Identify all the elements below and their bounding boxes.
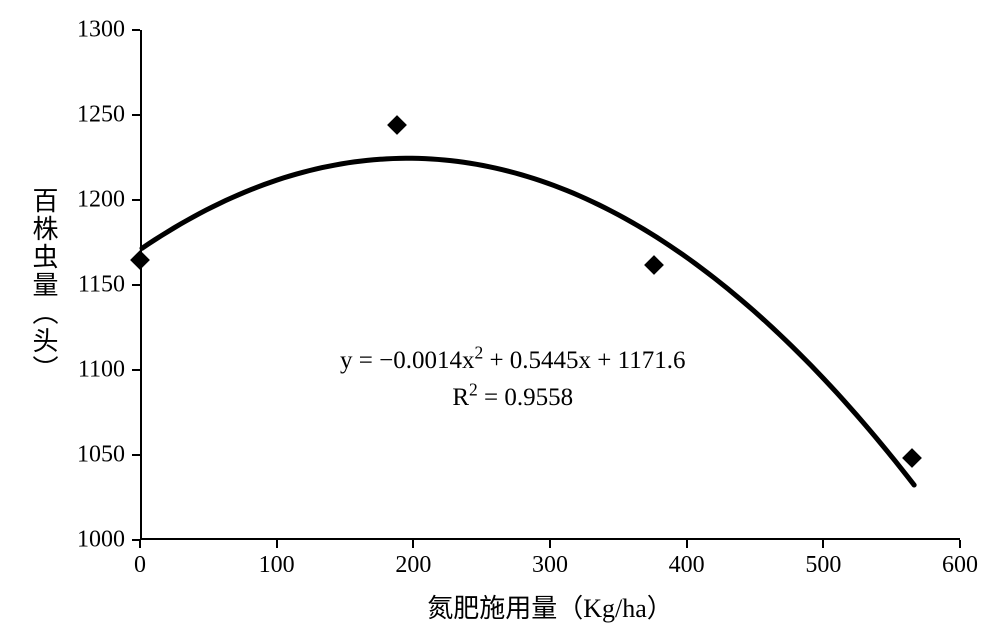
y-tick bbox=[132, 199, 140, 201]
x-tick bbox=[276, 540, 278, 548]
plot-area bbox=[140, 30, 960, 540]
eq-text-mid: + 0.5445x + 1171.6 bbox=[483, 347, 685, 374]
r2-prefix: R bbox=[452, 384, 469, 411]
y-tick-label: 1300 bbox=[60, 17, 125, 44]
y-tick bbox=[132, 114, 140, 116]
fit-curve-path bbox=[142, 158, 914, 485]
y-tick-label: 1000 bbox=[60, 527, 125, 554]
y-tick bbox=[132, 29, 140, 31]
x-tick bbox=[686, 540, 688, 548]
x-tick bbox=[139, 540, 141, 548]
r-squared-line: R2 = 0.9558 bbox=[340, 379, 685, 417]
x-tick bbox=[822, 540, 824, 548]
x-tick-label: 500 bbox=[805, 552, 841, 579]
x-tick bbox=[412, 540, 414, 548]
y-tick bbox=[132, 454, 140, 456]
y-tick-label: 1250 bbox=[60, 102, 125, 129]
eq-text-prefix: y = −0.0014x bbox=[340, 347, 474, 374]
r2-sup: 2 bbox=[469, 380, 478, 400]
y-tick-label: 1150 bbox=[60, 272, 125, 299]
x-tick-label: 0 bbox=[134, 552, 146, 579]
x-tick bbox=[959, 540, 961, 548]
x-tick-label: 100 bbox=[259, 552, 295, 579]
y-tick bbox=[132, 284, 140, 286]
x-tick-label: 300 bbox=[532, 552, 568, 579]
x-tick-label: 400 bbox=[669, 552, 705, 579]
y-tick-label: 1200 bbox=[60, 187, 125, 214]
eq-sup-1: 2 bbox=[474, 342, 483, 362]
x-tick-label: 200 bbox=[395, 552, 431, 579]
x-axis-label: 氮肥施用量（Kg/ha） bbox=[427, 588, 673, 625]
y-axis-label: 百株虫量（头） bbox=[25, 187, 62, 383]
y-tick-label: 1100 bbox=[60, 357, 125, 384]
y-tick bbox=[132, 369, 140, 371]
equation-line: y = −0.0014x2 + 0.5445x + 1171.6 bbox=[340, 342, 685, 380]
y-tick-label: 1050 bbox=[60, 442, 125, 469]
chart-container: 百株虫量（头） 氮肥施用量（Kg/ha） y = −0.0014x2 + 0.5… bbox=[0, 0, 1000, 644]
equation-annotation: y = −0.0014x2 + 0.5445x + 1171.6 R2 = 0.… bbox=[340, 342, 685, 417]
x-tick bbox=[549, 540, 551, 548]
r2-suffix: = 0.9558 bbox=[478, 384, 573, 411]
fit-curve bbox=[142, 30, 962, 540]
x-tick-label: 600 bbox=[942, 552, 978, 579]
